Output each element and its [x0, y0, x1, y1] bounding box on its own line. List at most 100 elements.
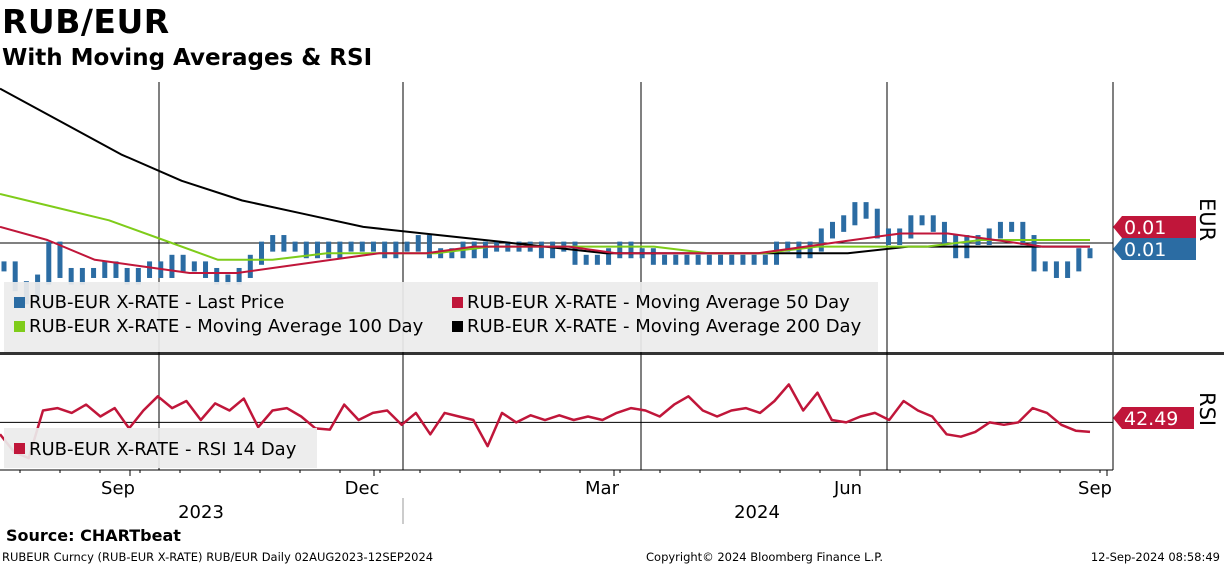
price-bar [673, 254, 679, 265]
chart-canvas: RUB-EUR X-RATE - Last Price RUB-EUR X-RAT… [0, 82, 1224, 524]
legend-ma200: RUB-EUR X-RATE - Moving Average 200 Day [467, 316, 862, 337]
price-bar [281, 235, 287, 252]
price-bar [348, 241, 354, 252]
price-bar [930, 215, 936, 232]
x-tick-label: Sep [1078, 478, 1112, 499]
price-bar [662, 254, 668, 265]
x-tick-label: Jun [833, 478, 862, 499]
price-bar [829, 221, 835, 239]
ma-value-badge: 0.01 [1124, 217, 1166, 239]
x-tick-label: Dec [345, 478, 380, 499]
chart-title: RUB/EUR [2, 2, 170, 41]
legend-last-price: RUB-EUR X-RATE - Last Price [29, 292, 284, 313]
legend-ma50-swatch [452, 297, 463, 308]
price-bar [762, 254, 768, 265]
rsi-legend-box [4, 428, 317, 468]
price-bar [695, 254, 701, 265]
price-bar [102, 261, 108, 278]
price-bar [393, 241, 399, 259]
price-bar [796, 241, 802, 259]
price-bar [863, 202, 869, 219]
price-bar [169, 254, 175, 278]
price-bar [818, 228, 824, 252]
x-tick-label: Sep [101, 478, 135, 499]
price-bar [337, 241, 343, 259]
legend-rsi: RUB-EUR X-RATE - RSI 14 Day [29, 439, 297, 460]
price-bar [147, 261, 153, 278]
price-bar [471, 241, 477, 259]
rsi-axis-label: RSI [1195, 392, 1219, 426]
legend-ma100-swatch [14, 321, 25, 332]
price-bar [236, 267, 242, 285]
price-bar [270, 235, 276, 252]
price-bar [841, 215, 847, 232]
price-axis-label: EUR [1195, 198, 1219, 241]
price-bar [12, 261, 18, 292]
price-bar [91, 267, 97, 278]
price-bar [382, 241, 388, 259]
price-bar [404, 241, 410, 252]
rsi-badge-shape [1113, 407, 1194, 429]
price-bar [628, 241, 634, 259]
price-bar [1031, 235, 1037, 272]
price-bar [124, 267, 130, 285]
price-bar [1, 261, 7, 272]
price-bar [326, 241, 332, 259]
ma200-line [0, 87, 1090, 255]
legend-rsi-swatch [14, 443, 25, 454]
price-bar [359, 241, 365, 252]
price-bar [426, 235, 432, 259]
price-bar [852, 202, 858, 226]
price-bar [594, 254, 600, 265]
price-bar [180, 254, 186, 272]
price-bar [415, 235, 421, 252]
price-bar [68, 267, 74, 285]
price-bar [684, 254, 690, 265]
price-bar [1076, 248, 1082, 272]
price-bar [46, 241, 52, 285]
price-bar [247, 254, 253, 278]
price-bar [740, 254, 746, 265]
price-bar [370, 241, 376, 252]
price-legend-box [4, 282, 878, 352]
legend-ma50: RUB-EUR X-RATE - Moving Average 50 Day [467, 292, 850, 313]
price-bar [986, 228, 992, 246]
year-label-2024: 2024 [734, 502, 780, 523]
price-bar [113, 261, 119, 278]
price-bar [874, 208, 880, 239]
price-bar [885, 228, 891, 246]
legend-last-price-swatch [14, 297, 25, 308]
ma50-line [0, 225, 1090, 274]
ma100-line [0, 193, 1090, 261]
year-label-2023: 2023 [178, 502, 224, 523]
price-bar [292, 241, 298, 252]
price-bar [1020, 221, 1026, 246]
price-bar [718, 254, 724, 265]
price-bar [314, 241, 320, 259]
price-bar [482, 241, 488, 259]
price-bar [203, 261, 209, 278]
price-bar [449, 248, 455, 259]
price-bar [785, 241, 791, 252]
price-bar [617, 241, 623, 259]
price-bar [79, 267, 85, 285]
price-bar [650, 248, 656, 265]
price-bar [1065, 261, 1071, 278]
price-bar [583, 254, 589, 265]
price-bar [214, 267, 220, 285]
price-bar [919, 215, 925, 226]
price-bar [135, 267, 141, 285]
price-bar [706, 254, 712, 265]
price-bar [606, 248, 612, 265]
price-bar [57, 241, 63, 278]
rsi-line [0, 383, 1091, 460]
price-bar [225, 274, 231, 285]
price-bar [729, 254, 735, 265]
last-price-badge-shape [1113, 238, 1196, 260]
price-bar [908, 215, 914, 239]
series-description: RUBEUR Curncy (RUB-EUR X-RATE) RUB/EUR D… [2, 550, 434, 564]
price-bar [1042, 261, 1048, 272]
price-bar [807, 241, 813, 259]
price-bar [897, 228, 903, 246]
price-bar [259, 241, 265, 265]
